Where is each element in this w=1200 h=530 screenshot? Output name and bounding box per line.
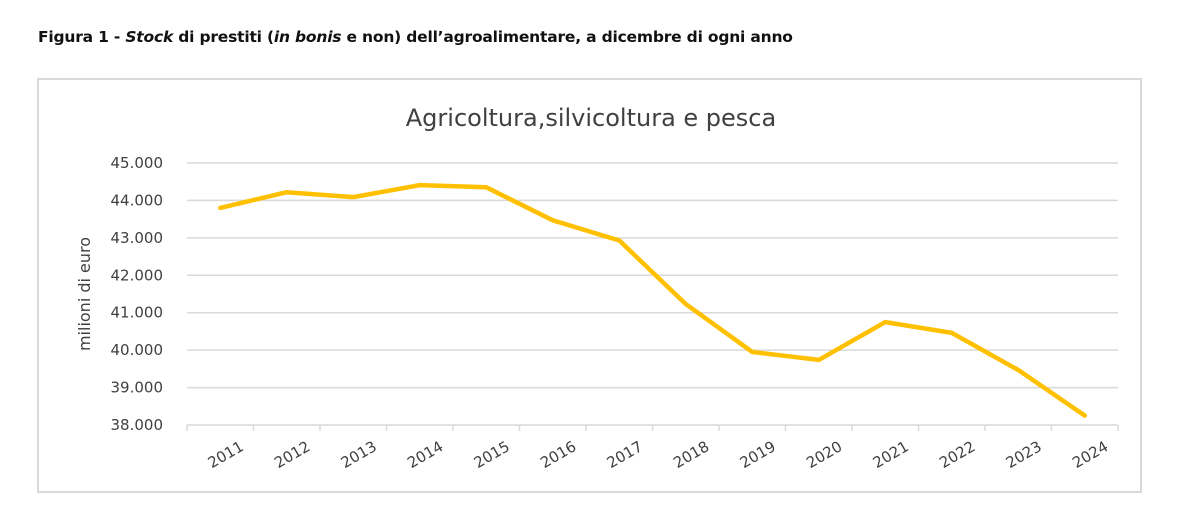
x-axis <box>186 424 1119 431</box>
x-tick-label: 2022 <box>936 437 978 472</box>
x-tick-label: 2016 <box>537 437 579 472</box>
x-tick-label: 2018 <box>670 437 712 472</box>
y-axis-ticks: 45.000 44.000 43.000 42.000 41.000 40.000 39.0… <box>111 154 164 434</box>
series-line <box>218 182 1088 418</box>
caption-part2: di prestiti ( <box>173 28 274 46</box>
chart-title: Agricoltura,silvicoltura e pesca <box>406 104 776 132</box>
x-tick-label: 2019 <box>737 437 779 472</box>
x-tick-label: 2017 <box>604 437 646 472</box>
y-tick-label: 41.000 <box>111 304 164 322</box>
y-tick-label: 39.000 <box>111 379 164 397</box>
y-tick-label: 42.000 <box>111 266 164 284</box>
y-tick-label: 43.000 <box>111 229 164 247</box>
y-tick-label: 44.000 <box>111 191 164 209</box>
y-tick-label: 40.000 <box>111 341 164 359</box>
caption-prefix: Figura 1 - <box>38 28 126 46</box>
x-tick-label: 2013 <box>338 437 380 472</box>
caption-stock: Stock <box>125 28 174 46</box>
x-tick-label: 2015 <box>471 437 513 472</box>
x-axis-ticks: 2011 2012 2013 2014 2015 2016 2017 2018 2019 2020… <box>205 437 1112 472</box>
x-tick-label: 2021 <box>870 437 912 472</box>
x-tick-label: 2023 <box>1003 437 1045 472</box>
x-tick-label: 2011 <box>205 437 247 472</box>
chart-frame <box>37 78 1142 493</box>
x-tick-label: 2012 <box>271 437 313 472</box>
caption-part3: e non) dell’agroalimentare, a dicembre d… <box>341 28 793 46</box>
caption-in-bonis: in bonis <box>273 28 342 46</box>
x-tick-label: 2024 <box>1069 437 1111 472</box>
y-axis-label: milioni di euro <box>75 237 94 351</box>
figure-caption: Figura 1 - Stock di prestiti (in bonis e… <box>38 28 793 46</box>
x-tick-label: 2020 <box>803 437 845 472</box>
y-tick-label: 45.000 <box>111 154 164 172</box>
x-tick-label: 2014 <box>404 437 446 472</box>
y-tick-label: 38.000 <box>111 416 164 434</box>
